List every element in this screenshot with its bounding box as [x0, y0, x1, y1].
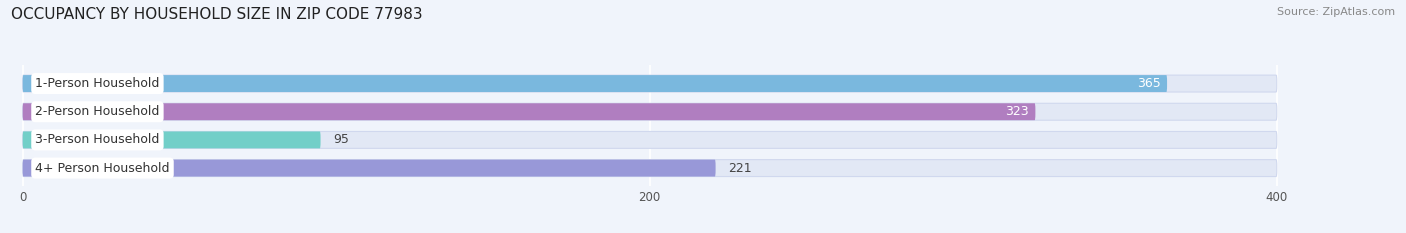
Text: 1-Person Household: 1-Person Household: [35, 77, 160, 90]
FancyBboxPatch shape: [22, 75, 1277, 92]
Text: Source: ZipAtlas.com: Source: ZipAtlas.com: [1277, 7, 1395, 17]
Text: 95: 95: [333, 134, 349, 146]
FancyBboxPatch shape: [22, 160, 716, 177]
Text: 2-Person Household: 2-Person Household: [35, 105, 160, 118]
Text: 323: 323: [1005, 105, 1029, 118]
Text: 4+ Person Household: 4+ Person Household: [35, 161, 170, 175]
FancyBboxPatch shape: [22, 75, 1167, 92]
Text: 221: 221: [728, 161, 752, 175]
FancyBboxPatch shape: [22, 103, 1035, 120]
Text: 3-Person Household: 3-Person Household: [35, 134, 160, 146]
FancyBboxPatch shape: [22, 131, 321, 148]
FancyBboxPatch shape: [22, 160, 1277, 177]
Text: OCCUPANCY BY HOUSEHOLD SIZE IN ZIP CODE 77983: OCCUPANCY BY HOUSEHOLD SIZE IN ZIP CODE …: [11, 7, 423, 22]
Text: 365: 365: [1137, 77, 1161, 90]
FancyBboxPatch shape: [22, 103, 1277, 120]
FancyBboxPatch shape: [22, 131, 1277, 148]
